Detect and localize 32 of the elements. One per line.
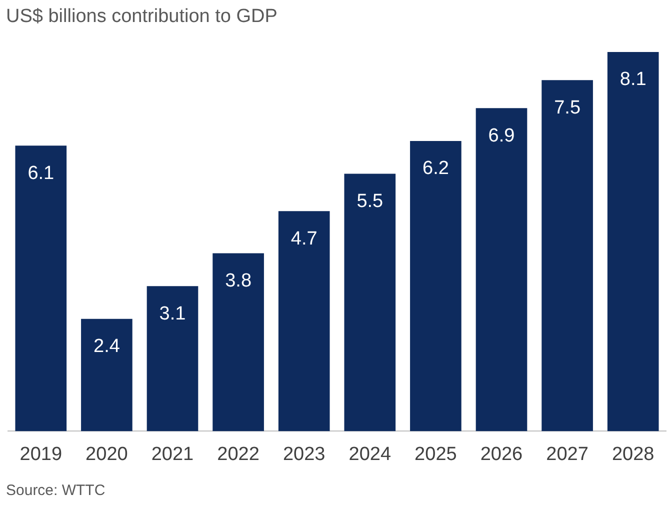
bar [278, 211, 330, 432]
data-label: 7.5 [554, 97, 581, 118]
x-tick-label: 2026 [480, 444, 523, 465]
bar [146, 286, 198, 432]
data-label: 8.1 [620, 69, 646, 90]
bar [542, 80, 593, 432]
source-note: Source: WTTC [6, 482, 106, 499]
data-label: 6.9 [488, 125, 515, 146]
x-tick-label: 2024 [348, 444, 392, 465]
data-label: 5.5 [356, 190, 384, 212]
x-tick-label: 2020 [86, 444, 128, 465]
bar [607, 52, 659, 432]
x-tick-label: 2027 [546, 444, 588, 465]
chart-title: US$ billions contribution to GDP [6, 6, 278, 28]
bar [212, 253, 264, 432]
x-tick-label: 2019 [20, 444, 62, 465]
data-label: 3.8 [225, 270, 252, 292]
x-tick-label: 2023 [282, 444, 326, 465]
x-tick-label: 2022 [217, 444, 260, 465]
x-tick-label: 2021 [151, 444, 194, 465]
bar [344, 174, 396, 432]
data-label: 6.2 [422, 158, 449, 180]
bar [476, 108, 528, 432]
data-label: 4.7 [290, 228, 318, 250]
bar [15, 146, 67, 432]
x-tick-label: 2025 [414, 444, 457, 465]
data-label: 6.1 [28, 162, 54, 184]
bar [410, 140, 462, 432]
x-tick-label: 2028 [612, 444, 654, 465]
data-label: 2.4 [93, 336, 120, 358]
data-label: 3.1 [159, 303, 186, 324]
bar [81, 318, 132, 432]
